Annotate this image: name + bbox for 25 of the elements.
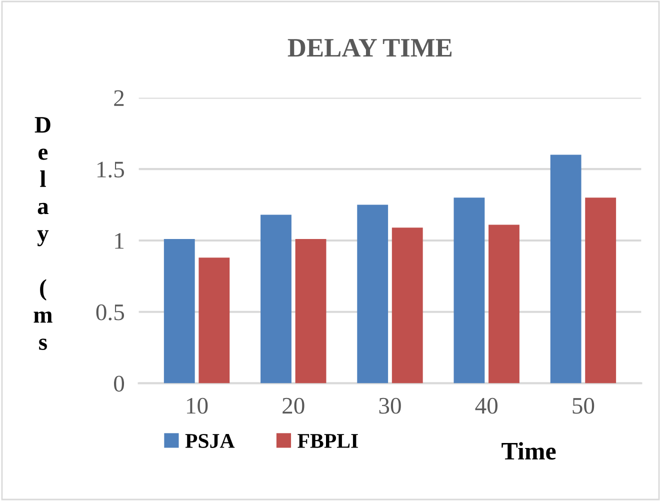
chart-title: DELAY TIME [288, 39, 452, 56]
bar [550, 154, 582, 384]
bar [295, 239, 326, 384]
x-tick-label: 10 [187, 398, 208, 414]
legend-label: FBPLI [298, 434, 358, 448]
bar [357, 204, 388, 384]
y-tick-label: 1.5 [97, 162, 124, 178]
x-tick-label: 50 [572, 398, 594, 414]
x-tick-label: 30 [379, 398, 401, 414]
bar [392, 228, 423, 384]
text: Delay (ms [34, 117, 52, 350]
bar [198, 258, 230, 384]
bar [164, 239, 195, 384]
y-tick-label: 1 [115, 233, 124, 249]
bar [454, 198, 485, 384]
y-tick-label: 0 [114, 376, 124, 392]
y-tick-label: 2 [114, 90, 124, 106]
bar [260, 214, 292, 384]
x-tick-label: 20 [282, 398, 304, 414]
bar [488, 224, 520, 384]
x-tick-label: 40 [475, 398, 498, 414]
bar [585, 198, 616, 384]
y-tick-label: 0.5 [96, 304, 124, 320]
legend-label: PSJA [185, 434, 235, 448]
x-axis-title: Time [502, 442, 556, 460]
